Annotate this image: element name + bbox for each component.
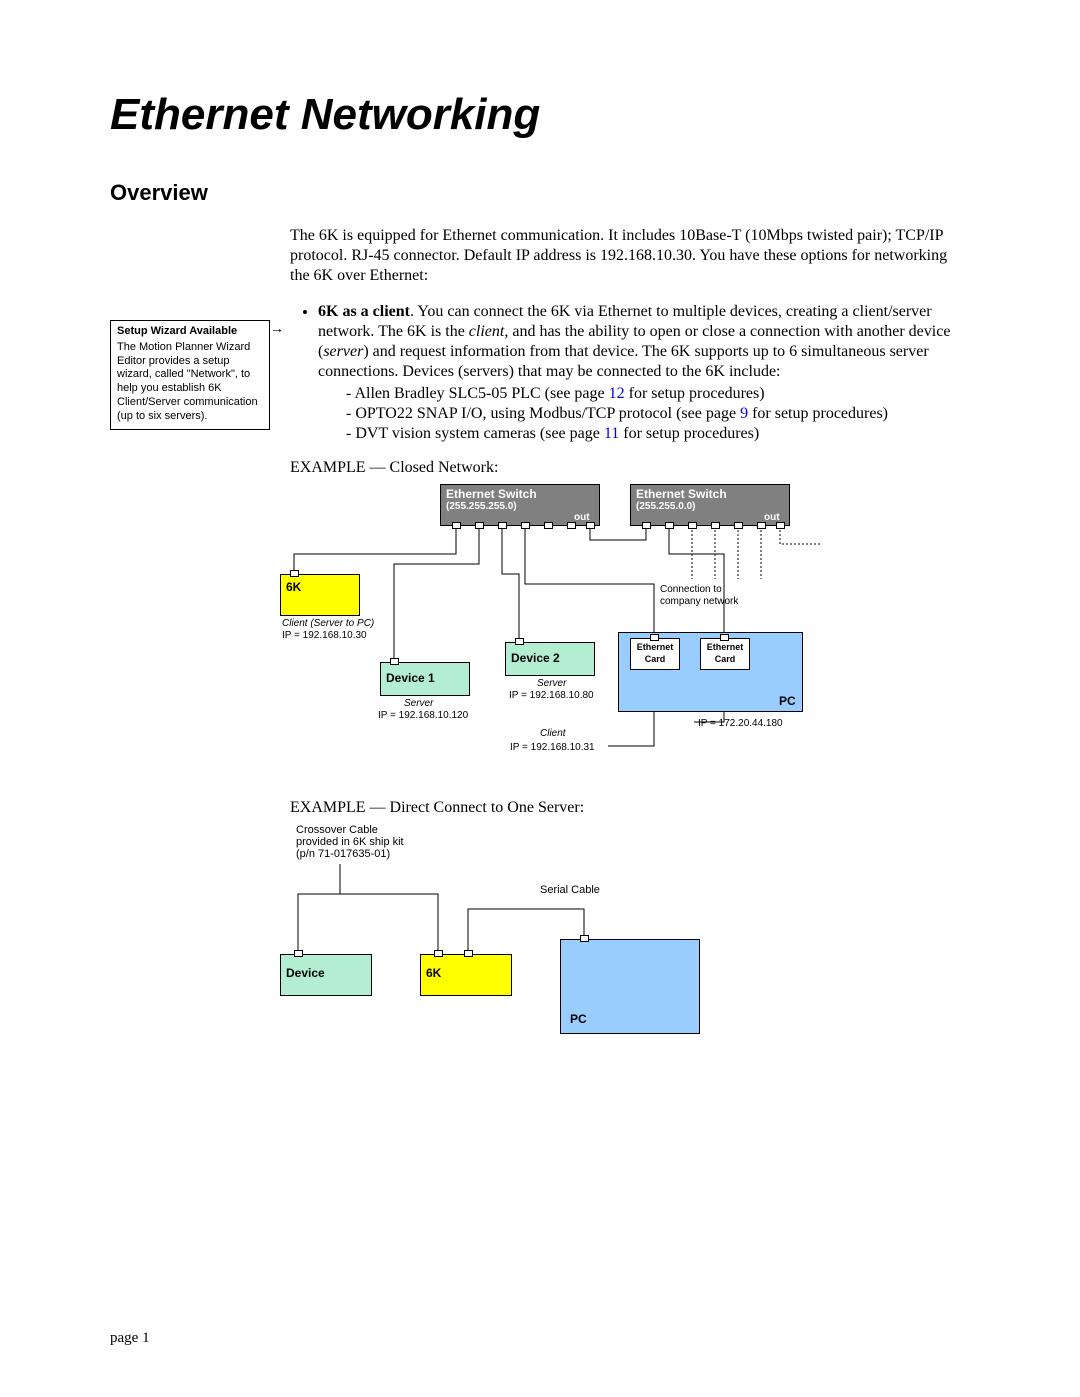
- page-link-9[interactable]: 9: [740, 405, 748, 422]
- example2-label: EXAMPLE — Direct Connect to One Server:: [290, 798, 970, 818]
- page-footer: page 1: [110, 1330, 150, 1347]
- bullet-server-word: server: [323, 343, 363, 360]
- section-heading: Overview: [110, 180, 970, 206]
- bullet-text-3: ) and request information from that devi…: [318, 343, 929, 380]
- sidebar-wizard-box: Setup Wizard Available The Motion Planne…: [110, 320, 270, 430]
- dash1-b: for setup procedures): [625, 385, 765, 402]
- example1-label: EXAMPLE — Closed Network:: [290, 458, 970, 478]
- dash2-a: OPTO22 SNAP I/O, using Modbus/TCP protoc…: [355, 405, 740, 422]
- sidebar-title: Setup Wizard Available: [117, 325, 263, 339]
- bullet-6k-client: 6K as a client. You can connect the 6K v…: [318, 302, 970, 444]
- bullet-client-word: client: [469, 323, 505, 340]
- diagram-direct-connect: Crossover Cableprovided in 6K ship kit(p…: [280, 824, 970, 1054]
- diagram-closed-network: Ethernet Switch(255.255.255.0)outEtherne…: [280, 484, 970, 784]
- dash-item-1: Allen Bradley SLC5-05 PLC (see page 12 f…: [346, 384, 970, 404]
- dash1-a: Allen Bradley SLC5-05 PLC (see page: [354, 385, 608, 402]
- page-title: Ethernet Networking: [110, 90, 970, 140]
- page-link-11[interactable]: 11: [604, 425, 619, 442]
- sidebar-body: The Motion Planner Wizard Editor provide…: [117, 341, 263, 424]
- dash3-a: DVT vision system cameras (see page: [355, 425, 604, 442]
- dash2-b: for setup procedures): [748, 405, 888, 422]
- dash3-b: for setup procedures): [619, 425, 759, 442]
- intro-paragraph: The 6K is equipped for Ethernet communic…: [290, 226, 970, 286]
- dash-item-3: DVT vision system cameras (see page 11 f…: [346, 424, 970, 444]
- bullet-lead: 6K as a client: [318, 303, 410, 320]
- sidebar-arrow-icon: →: [270, 322, 284, 338]
- dash-item-2: OPTO22 SNAP I/O, using Modbus/TCP protoc…: [346, 404, 970, 424]
- page-link-12[interactable]: 12: [609, 385, 625, 402]
